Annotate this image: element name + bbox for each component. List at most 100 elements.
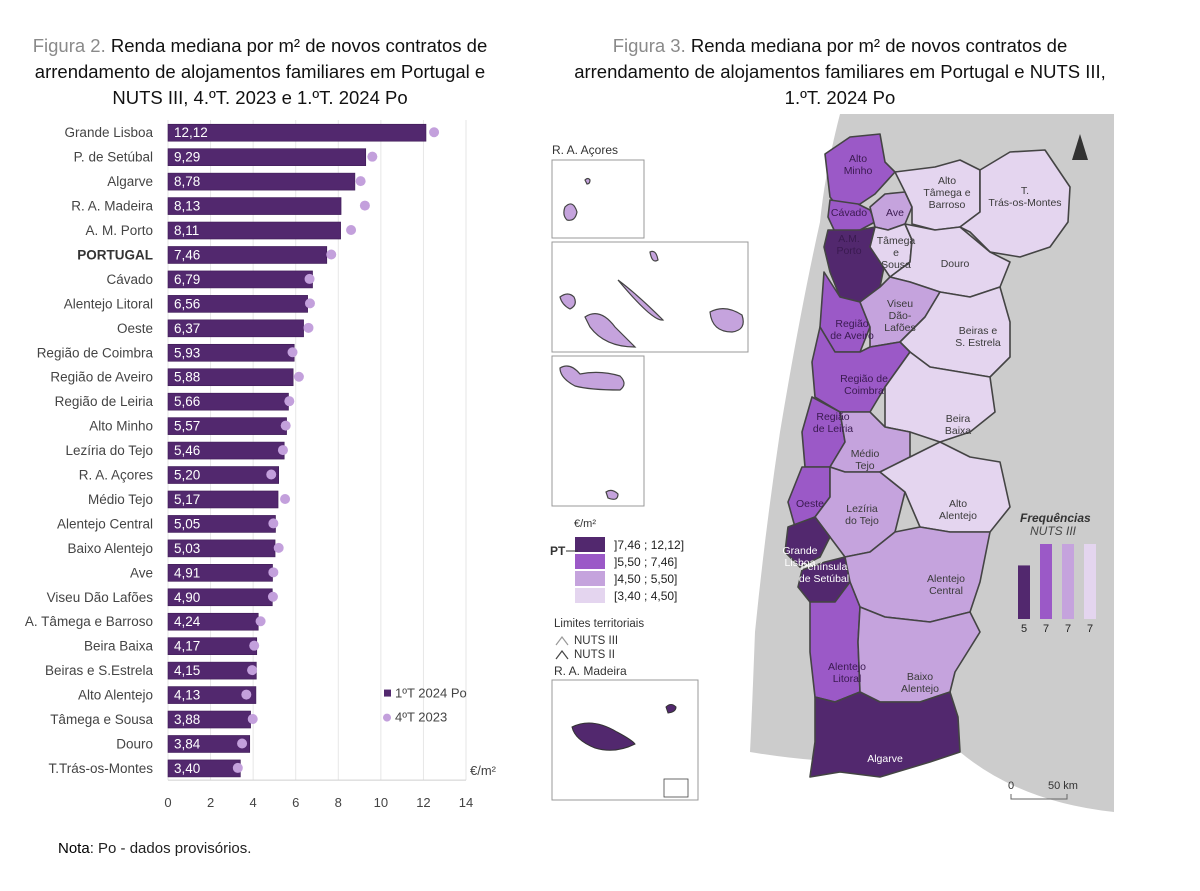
category-label: Beiras e S.Estrela <box>45 663 154 678</box>
category-label: Beira Baixa <box>84 639 154 654</box>
region-label: Alentejo <box>939 510 977 522</box>
figure2-title: Figura 2. Renda mediana por m² de novos … <box>10 33 510 111</box>
bar-value-label: 8,13 <box>174 199 200 214</box>
category-label: Oeste <box>117 321 153 336</box>
figure3-title: Figura 3. Renda mediana por m² de novos … <box>520 33 1160 111</box>
bar-value-label: 3,88 <box>174 712 200 727</box>
region-label: Sousa <box>881 259 911 271</box>
x-tick-label: 4 <box>250 795 257 810</box>
note: Nota: Po - dados provisórios. <box>58 840 251 857</box>
legend-class-swatch <box>575 537 605 552</box>
bar-value-label: 4,17 <box>174 639 200 654</box>
dot-4t2023 <box>326 249 337 260</box>
category-label: Viseu Dão Lafões <box>47 590 154 605</box>
region-label: S. Estrela <box>955 337 1001 349</box>
figure2-title-line1: Renda mediana por m² de novos contratos … <box>110 35 488 56</box>
category-label: P. de Setúbal <box>74 150 153 165</box>
dot-4t2023 <box>277 445 288 456</box>
dot-4t2023 <box>280 493 291 504</box>
bar <box>167 466 279 484</box>
figure3-label: Figura 3. <box>612 35 686 56</box>
category-label: A. M. Porto <box>85 223 153 238</box>
category-label: A. Tâmega e Barroso <box>25 614 153 629</box>
dot-4t2023 <box>241 689 252 700</box>
inset-acores-2 <box>551 241 749 353</box>
category-label: Alentejo Litoral <box>64 296 153 311</box>
legend-dot-swatch <box>383 713 391 722</box>
region-label: Dão- <box>889 310 912 322</box>
region-label: Tâmega e <box>923 187 970 199</box>
category-label: Grande Lisboa <box>64 125 153 140</box>
legend-class-label: ]5,50 ; 7,46] <box>614 555 677 569</box>
category-label: Médio Tejo <box>88 492 153 507</box>
region-label: Viseu <box>887 298 913 310</box>
figure2-label: Figura 2. <box>32 35 106 56</box>
region-label: de Setúbal <box>799 573 849 585</box>
dot-4t2023 <box>355 176 366 187</box>
scale-end: 50 km <box>1048 780 1078 792</box>
x-tick-label: 0 <box>164 795 171 810</box>
map-ocean-west <box>750 114 840 752</box>
bar-value-label: 12,12 <box>174 125 208 140</box>
scale-bar <box>1010 794 1068 800</box>
category-label: R. A. Madeira <box>71 199 153 214</box>
legend-class-swatch <box>575 571 605 586</box>
category-label: Baixo Alentejo <box>67 541 153 556</box>
x-tick-label: 8 <box>335 795 342 810</box>
region-label: Grande <box>782 545 817 557</box>
figure3-title-line3: 1.ºT. 2024 Po <box>784 87 896 108</box>
figure3-title-line1: Renda mediana por m² de novos contratos … <box>690 35 1068 56</box>
category-label: Região de Leiria <box>55 394 154 409</box>
pt-marker: PT <box>550 544 566 558</box>
inset-title-madeira: R. A. Madeira <box>554 664 627 678</box>
region-label: Tejo <box>855 460 874 472</box>
frequency-value: 7 <box>1043 623 1049 635</box>
dot-4t2023 <box>268 518 279 529</box>
bar-value-label: 3,40 <box>174 761 200 776</box>
region-label: Porto <box>836 245 861 257</box>
bar-value-label: 4,91 <box>174 565 200 580</box>
region-label: Minho <box>844 165 873 177</box>
region-label: Alto <box>938 175 956 187</box>
bar <box>167 490 279 509</box>
bar-value-label: 5,66 <box>174 394 200 409</box>
legend-class-swatch <box>575 588 605 603</box>
region-label: Península <box>801 561 848 573</box>
dot-4t2023 <box>247 714 258 725</box>
dot-4t2023 <box>266 469 277 480</box>
region-label: Alentejo <box>828 661 866 673</box>
category-label: Alto Minho <box>89 419 153 434</box>
dot-4t2023 <box>268 567 279 578</box>
region-label: Região <box>835 318 868 330</box>
category-label: Alentejo Central <box>57 516 153 531</box>
dot-4t2023 <box>249 640 260 651</box>
inset-madeira-sub <box>663 778 689 798</box>
legend-class-label: [3,40 ; 4,50] <box>614 589 677 603</box>
dot-4t2023 <box>237 738 248 749</box>
dot-4t2023 <box>367 151 378 162</box>
frequency-subtitle: NUTS III <box>1030 524 1077 538</box>
legend-class-label: ]4,50 ; 5,50] <box>614 572 677 586</box>
north-arrow-icon <box>1072 134 1088 160</box>
region-baixo-alentejo <box>857 606 981 703</box>
frequency-bar <box>1018 565 1030 619</box>
bar <box>167 686 257 704</box>
figure2-title-line2: arrendamento de alojamentos familiares e… <box>34 61 486 82</box>
category-label: Alto Alentejo <box>78 688 153 703</box>
region-label: Baixa <box>945 425 971 437</box>
legend-class-swatch <box>575 554 605 569</box>
frequency-title: Frequências <box>1020 511 1091 525</box>
inset-acores-1 <box>551 159 645 239</box>
region-label: Alto <box>949 498 967 510</box>
region-beira-baixa <box>884 351 996 443</box>
dot-4t2023 <box>247 665 258 676</box>
dot-4t2023 <box>255 616 266 627</box>
legend-bar-label: 1ºT 2024 Po <box>395 686 467 701</box>
bar <box>167 221 341 240</box>
bar <box>167 368 294 387</box>
region-label: Central <box>929 585 963 597</box>
bar <box>167 148 367 166</box>
bar-chart: 0 2 4 6 8 10 12 14 Grande Lisboa 12,12 P. de Setúb… <box>25 120 497 810</box>
region-label: Trás-os-Montes <box>988 197 1061 209</box>
region-label: Lafões <box>884 322 916 334</box>
